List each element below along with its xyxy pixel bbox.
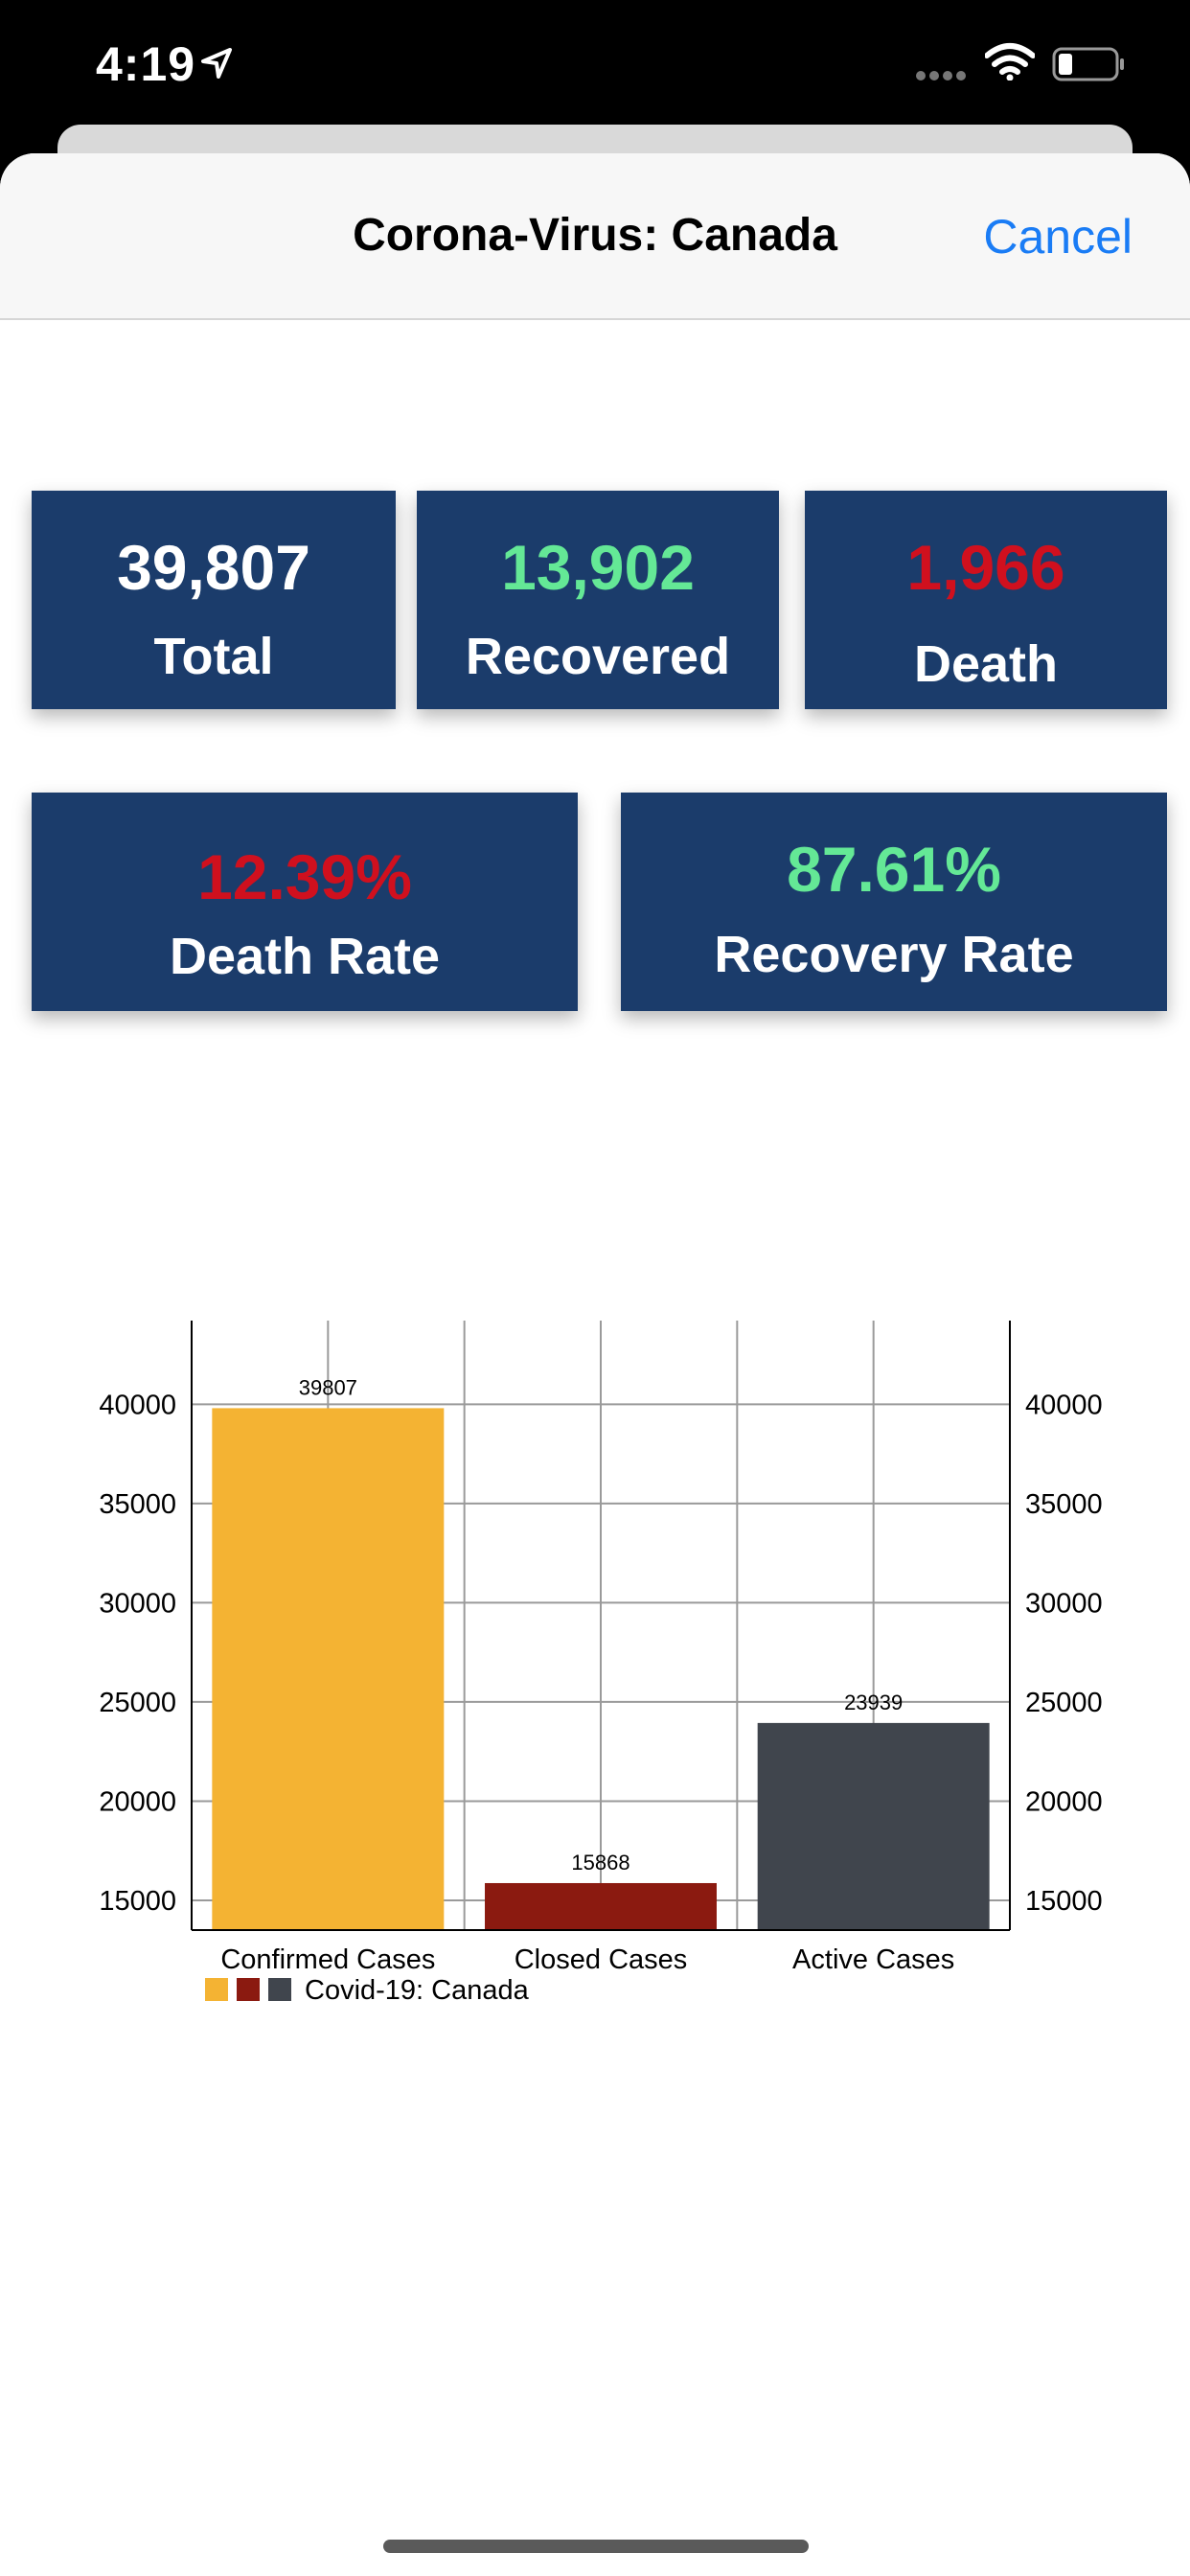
legend-swatch (237, 1978, 260, 2001)
y-tick-label-left: 35000 (99, 1489, 176, 1520)
x-category-label: Active Cases (792, 1944, 954, 1975)
death-rate-label: Death Rate (169, 928, 441, 985)
bar-value-label: 39807 (299, 1375, 357, 1399)
y-tick-label-left: 15000 (99, 1886, 176, 1917)
wifi-icon (985, 43, 1035, 80)
bar-confirmed-cases (212, 1408, 445, 1930)
total-value: 39,807 (117, 532, 310, 603)
bar-active-cases (757, 1722, 990, 1930)
y-tick-label-left: 25000 (99, 1688, 176, 1718)
battery-icon (1052, 47, 1124, 81)
death-rate-value: 12.39% (197, 841, 412, 912)
recovery-rate-value: 87.61% (787, 834, 1001, 905)
stat-card-death: 1,966 Death (805, 491, 1167, 709)
y-tick-label-left: 30000 (99, 1588, 176, 1619)
y-tick-label-right: 15000 (1025, 1886, 1103, 1917)
y-tick-label-right: 30000 (1025, 1588, 1103, 1619)
stat-card-recovered: 13,902 Recovered (417, 491, 779, 709)
stat-card-death-rate: 12.39% Death Rate (32, 793, 578, 1011)
y-tick-label-right: 40000 (1025, 1390, 1103, 1420)
status-bar: 4:19 (0, 0, 1190, 125)
y-tick-label-left: 40000 (99, 1390, 176, 1420)
status-time: 4:19 (96, 37, 196, 91)
stat-card-recovery-rate: 87.61% Recovery Rate (621, 793, 1167, 1011)
legend-swatch (268, 1978, 291, 2001)
bar-closed-cases (485, 1882, 717, 1930)
bar-value-label: 23939 (844, 1690, 903, 1714)
navigation-bar: Corona-Virus: Canada Cancel (0, 153, 1190, 320)
y-tick-label-right: 25000 (1025, 1688, 1103, 1718)
recovery-rate-label: Recovery Rate (714, 926, 1074, 983)
legend-label: Covid-19: Canada (305, 1975, 530, 2006)
death-value: 1,966 (906, 532, 1065, 603)
bar-value-label: 15868 (571, 1851, 629, 1874)
recovered-value: 13,902 (501, 532, 695, 603)
recovered-label: Recovered (465, 628, 731, 685)
legend-swatch (205, 1978, 228, 2001)
page-title: Corona-Virus: Canada (353, 210, 837, 261)
cellular-signal-icon (916, 71, 966, 80)
y-tick-label-right: 35000 (1025, 1489, 1103, 1520)
x-category-label: Closed Cases (515, 1944, 688, 1975)
stat-card-total: 39,807 Total (32, 491, 396, 709)
home-indicator[interactable] (383, 2540, 809, 2553)
cancel-button[interactable]: Cancel (983, 210, 1133, 264)
y-tick-label-right: 20000 (1025, 1786, 1103, 1817)
x-category-label: Confirmed Cases (220, 1944, 435, 1975)
cases-bar-chart: 15000 15000 20000 20000 25000 25000 30000 30000… (99, 1321, 1103, 2006)
modal-sheet: Corona-Virus: Canada Cancel 39,807 Total… (0, 153, 1190, 2576)
total-label: Total (153, 628, 274, 685)
location-arrow-icon (201, 48, 232, 79)
death-label: Death (913, 635, 1059, 693)
y-tick-label-left: 20000 (99, 1786, 176, 1817)
